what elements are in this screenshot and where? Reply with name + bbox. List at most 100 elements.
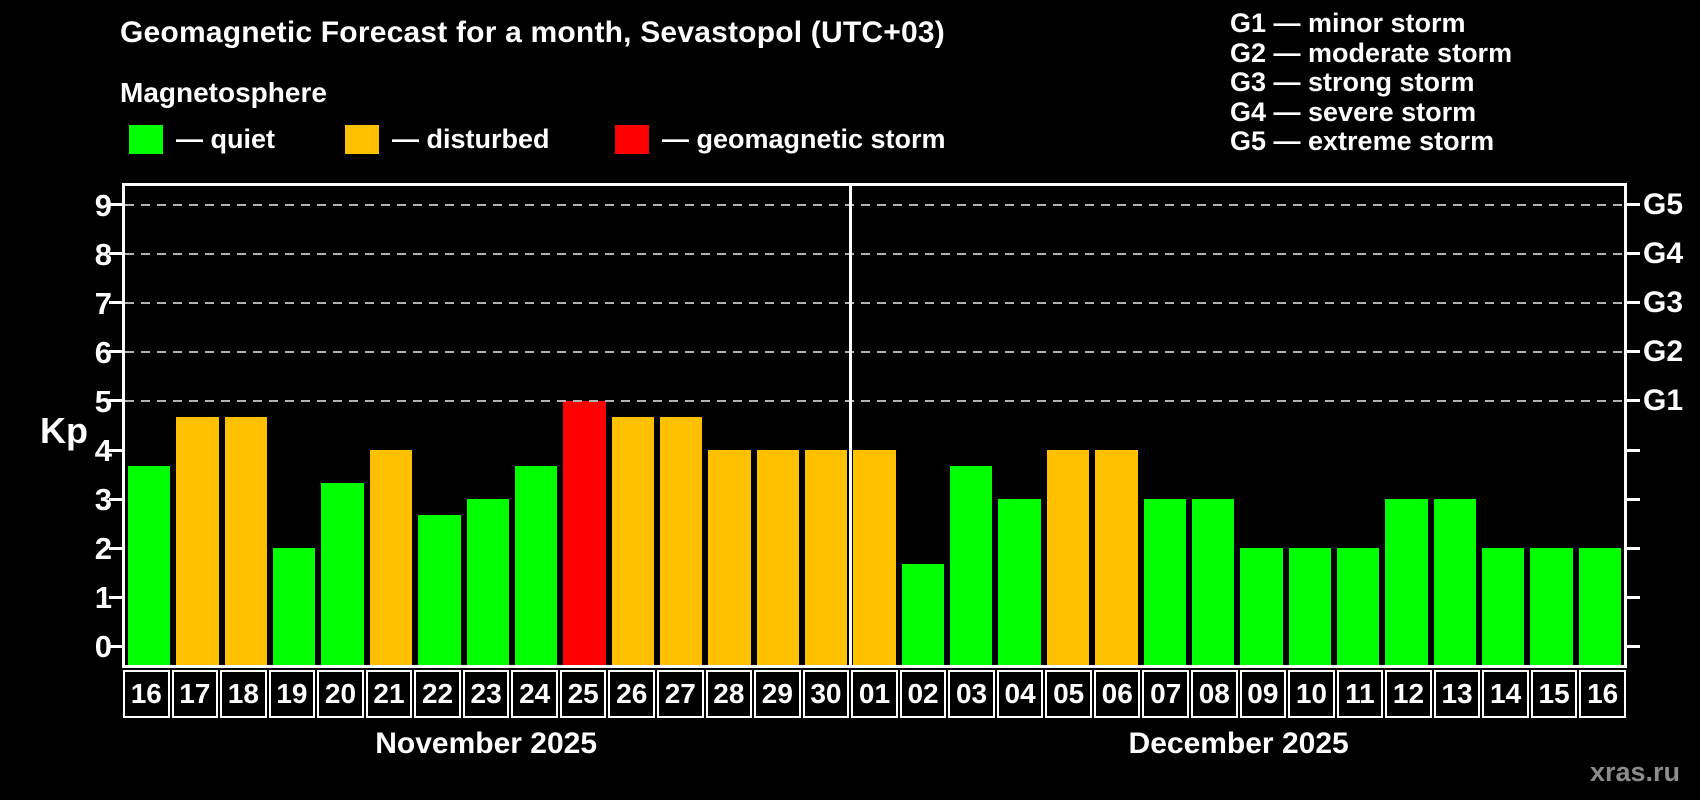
y-tick-label-7: 7	[94, 285, 112, 321]
legend-item-storm: — geomagnetic storm	[615, 124, 946, 155]
bar-series	[125, 186, 1624, 665]
kp-bar-december-06	[1095, 450, 1138, 665]
gridline-g4	[125, 252, 1624, 255]
y-axis-ticks-right	[1627, 186, 1640, 665]
disturbed-color-swatch	[345, 125, 379, 154]
bar-slot	[464, 186, 512, 665]
month-label-december: December 2025	[1128, 727, 1349, 760]
day-label-december-04: 04	[996, 670, 1044, 718]
axis-tick	[109, 595, 122, 599]
axis-tick	[109, 497, 122, 501]
axis-tick	[109, 252, 122, 256]
kp-bar-november-30	[805, 450, 848, 665]
bar-slot	[850, 186, 898, 665]
g-axis-label-g3: G3	[1643, 285, 1684, 319]
g-scale-legend: G1 — minor storm G2 — moderate storm G3 …	[1230, 8, 1513, 157]
day-label-november-18: 18	[220, 670, 267, 718]
day-label-december-10: 10	[1288, 670, 1335, 718]
kp-bar-november-22	[418, 515, 461, 665]
day-label-december-11: 11	[1336, 670, 1384, 718]
g-axis-label-g4: G4	[1643, 236, 1684, 270]
kp-bar-december-15	[1530, 548, 1573, 665]
day-label-december-05: 05	[1045, 670, 1092, 718]
xras-watermark-link[interactable]: xras.ru	[1589, 757, 1680, 787]
bar-slot	[1334, 186, 1382, 665]
kp-bar-november-17	[176, 417, 219, 665]
kp-bar-december-13	[1433, 499, 1477, 665]
day-label-november-29: 29	[754, 670, 801, 718]
bar-slot	[560, 186, 608, 665]
axis-tick	[1627, 546, 1640, 550]
legend-item-disturbed: — disturbed	[345, 124, 550, 155]
day-label-december-14: 14	[1482, 670, 1529, 718]
kp-bar-november-18	[224, 417, 268, 665]
y-tick-label-1: 1	[94, 580, 112, 616]
axis-tick	[109, 448, 122, 452]
axis-tick	[1627, 252, 1640, 256]
kp-bar-december-03	[950, 466, 993, 665]
month-label-november: November 2025	[375, 727, 598, 760]
bar-slot	[415, 186, 463, 665]
g1-legend-entry: G1 — minor storm	[1230, 8, 1466, 38]
g-scale-axis-labels: G1 G2 G3 G4 G5	[1643, 186, 1700, 665]
bar-slot	[609, 186, 657, 665]
axis-tick	[1627, 644, 1640, 648]
day-label-december-06: 06	[1093, 670, 1141, 718]
axis-tick	[109, 399, 122, 403]
g-axis-label-g5: G5	[1643, 187, 1684, 221]
bar-slot	[705, 186, 753, 665]
month-separator-line	[848, 186, 852, 665]
g5-legend-entry: G5 — extreme storm	[1230, 126, 1495, 157]
bar-slot	[1382, 186, 1430, 665]
kp-bar-december-10	[1288, 548, 1331, 665]
kp-bar-november-24	[514, 466, 558, 665]
day-label-december-13: 13	[1433, 670, 1481, 718]
kp-bar-november-23	[466, 499, 509, 665]
bar-slot	[754, 186, 802, 665]
bar-slot	[512, 186, 560, 665]
kp-bar-december-09	[1240, 548, 1283, 665]
kp-bar-november-25	[563, 400, 606, 665]
y-axis-title: Kp	[40, 410, 88, 451]
legend-item-quiet: — quiet	[129, 124, 275, 155]
quiet-color-swatch	[129, 125, 163, 154]
day-label-december-02: 02	[899, 670, 947, 718]
g3-legend-entry: G3 — strong storm	[1230, 67, 1475, 98]
kp-bar-november-16	[128, 466, 171, 665]
kp-bar-december-07	[1143, 499, 1186, 665]
gridline-g3	[125, 301, 1624, 304]
kp-bar-november-29	[756, 450, 800, 665]
day-label-november-30: 30	[802, 670, 850, 718]
day-label-december-03: 03	[948, 670, 995, 718]
day-label-november-19: 19	[268, 670, 316, 718]
bar-slot	[1479, 186, 1527, 665]
day-label-december-12: 12	[1385, 670, 1432, 718]
bar-slot	[1141, 186, 1189, 665]
kp-bar-december-02	[901, 564, 945, 665]
bar-slot	[899, 186, 947, 665]
g2-legend-entry: G2 — moderate storm	[1230, 37, 1513, 68]
day-label-december-07: 07	[1142, 670, 1190, 718]
legend-label-storm: — geomagnetic storm	[662, 124, 946, 154]
page-title: Geomagnetic Forecast for a month, Sevast…	[120, 16, 945, 49]
gridline-g5	[125, 203, 1624, 206]
kp-bar-december-04	[998, 499, 1041, 665]
axis-tick	[1627, 497, 1640, 501]
day-label-november-22: 22	[414, 670, 461, 718]
kp-bar-november-26	[611, 417, 654, 665]
day-label-december-01: 01	[851, 670, 898, 718]
axis-tick	[109, 203, 122, 207]
bar-slot	[270, 186, 318, 665]
bar-slot	[1189, 186, 1237, 665]
bar-slot	[1044, 186, 1092, 665]
kp-bar-november-27	[659, 417, 703, 665]
y-axis-ticks-left	[109, 186, 122, 665]
bar-slot	[367, 186, 415, 665]
y-tick-label-8: 8	[94, 236, 112, 272]
bar-slot	[995, 186, 1043, 665]
axis-tick	[1627, 595, 1640, 599]
day-label-november-20: 20	[317, 670, 364, 718]
y-tick-label-6: 6	[94, 334, 112, 370]
day-label-november-24: 24	[511, 670, 558, 718]
